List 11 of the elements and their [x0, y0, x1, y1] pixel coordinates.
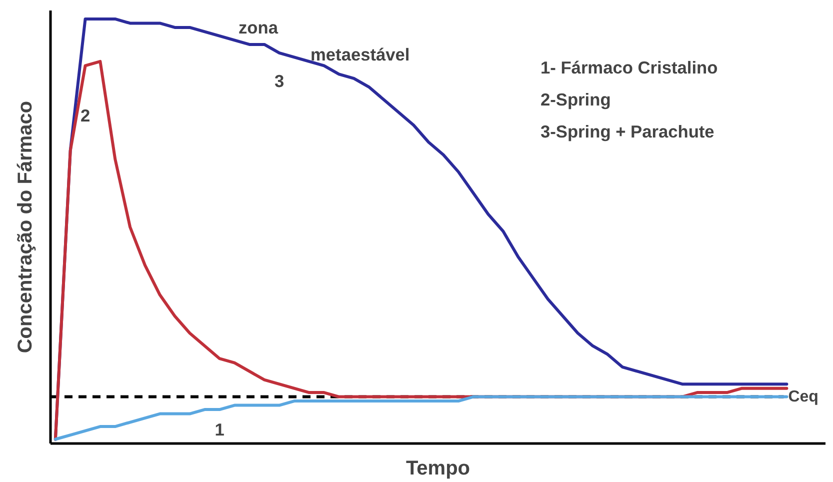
annotation: zona: [238, 18, 278, 38]
annotation: 2-Spring: [540, 90, 611, 110]
series-label: 2: [80, 106, 90, 126]
annotation: metaestável: [310, 44, 410, 64]
y-axis-title: Concentração do Fármaco: [14, 100, 36, 354]
series-label: 3: [274, 70, 284, 91]
annotation: 1- Fármaco Cristalino: [540, 58, 718, 78]
annotation: 3-Spring + Parachute: [540, 122, 715, 142]
series-label: 1: [214, 420, 225, 440]
ref-line-label: Ceq: [788, 388, 818, 406]
x-axis-title: Tempo: [406, 458, 470, 480]
